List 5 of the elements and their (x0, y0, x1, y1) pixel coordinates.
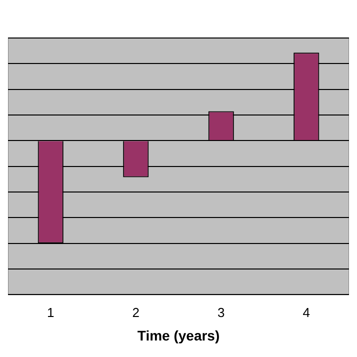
x-tick-label: 3 (218, 304, 225, 320)
x-tick-label: 4 (302, 304, 310, 320)
x-tick-label: 2 (132, 304, 140, 320)
x-axis-title: Time (years) (137, 327, 220, 344)
x-tick-label: 1 (47, 304, 54, 320)
